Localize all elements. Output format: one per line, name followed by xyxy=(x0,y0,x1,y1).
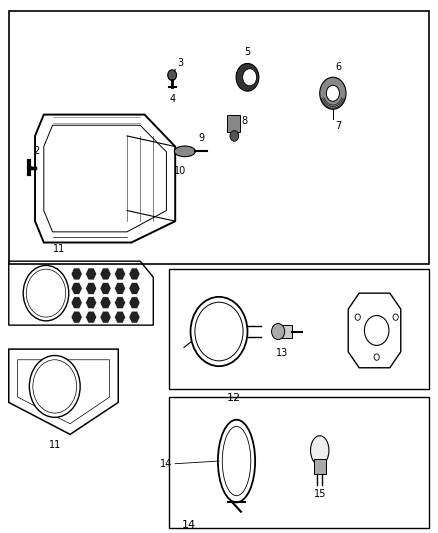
Ellipse shape xyxy=(218,420,255,502)
Bar xyxy=(9,11,429,264)
Ellipse shape xyxy=(174,146,195,157)
Circle shape xyxy=(355,314,360,320)
Bar xyxy=(278,325,292,338)
Circle shape xyxy=(272,324,285,340)
Text: 11: 11 xyxy=(53,244,65,254)
Circle shape xyxy=(29,356,80,417)
Text: 4: 4 xyxy=(169,94,175,104)
Circle shape xyxy=(168,70,177,80)
Circle shape xyxy=(236,63,259,91)
Text: 8: 8 xyxy=(242,116,248,126)
Bar xyxy=(314,459,326,474)
Text: 9: 9 xyxy=(199,133,205,143)
Circle shape xyxy=(243,69,257,86)
Text: 12: 12 xyxy=(227,393,241,403)
Circle shape xyxy=(320,77,346,109)
Text: 5: 5 xyxy=(244,47,251,57)
Circle shape xyxy=(23,265,69,321)
Text: 10: 10 xyxy=(174,166,187,176)
Text: 2: 2 xyxy=(33,146,39,156)
Bar xyxy=(227,115,240,132)
Circle shape xyxy=(195,302,243,361)
Text: 1: 1 xyxy=(53,268,60,278)
Circle shape xyxy=(230,131,239,141)
Text: 14: 14 xyxy=(160,459,172,469)
Text: 7: 7 xyxy=(335,121,341,131)
Circle shape xyxy=(326,85,339,101)
Circle shape xyxy=(374,354,379,360)
Text: 13: 13 xyxy=(276,348,289,358)
Ellipse shape xyxy=(311,436,329,465)
Text: 15: 15 xyxy=(314,489,326,499)
Ellipse shape xyxy=(222,426,251,496)
Circle shape xyxy=(191,297,247,366)
Circle shape xyxy=(393,314,398,320)
Text: 3: 3 xyxy=(177,58,184,68)
Bar xyxy=(169,397,429,528)
Bar xyxy=(169,269,429,389)
Text: 11: 11 xyxy=(49,440,61,450)
Text: 14: 14 xyxy=(182,520,196,530)
Text: 6: 6 xyxy=(335,62,341,72)
